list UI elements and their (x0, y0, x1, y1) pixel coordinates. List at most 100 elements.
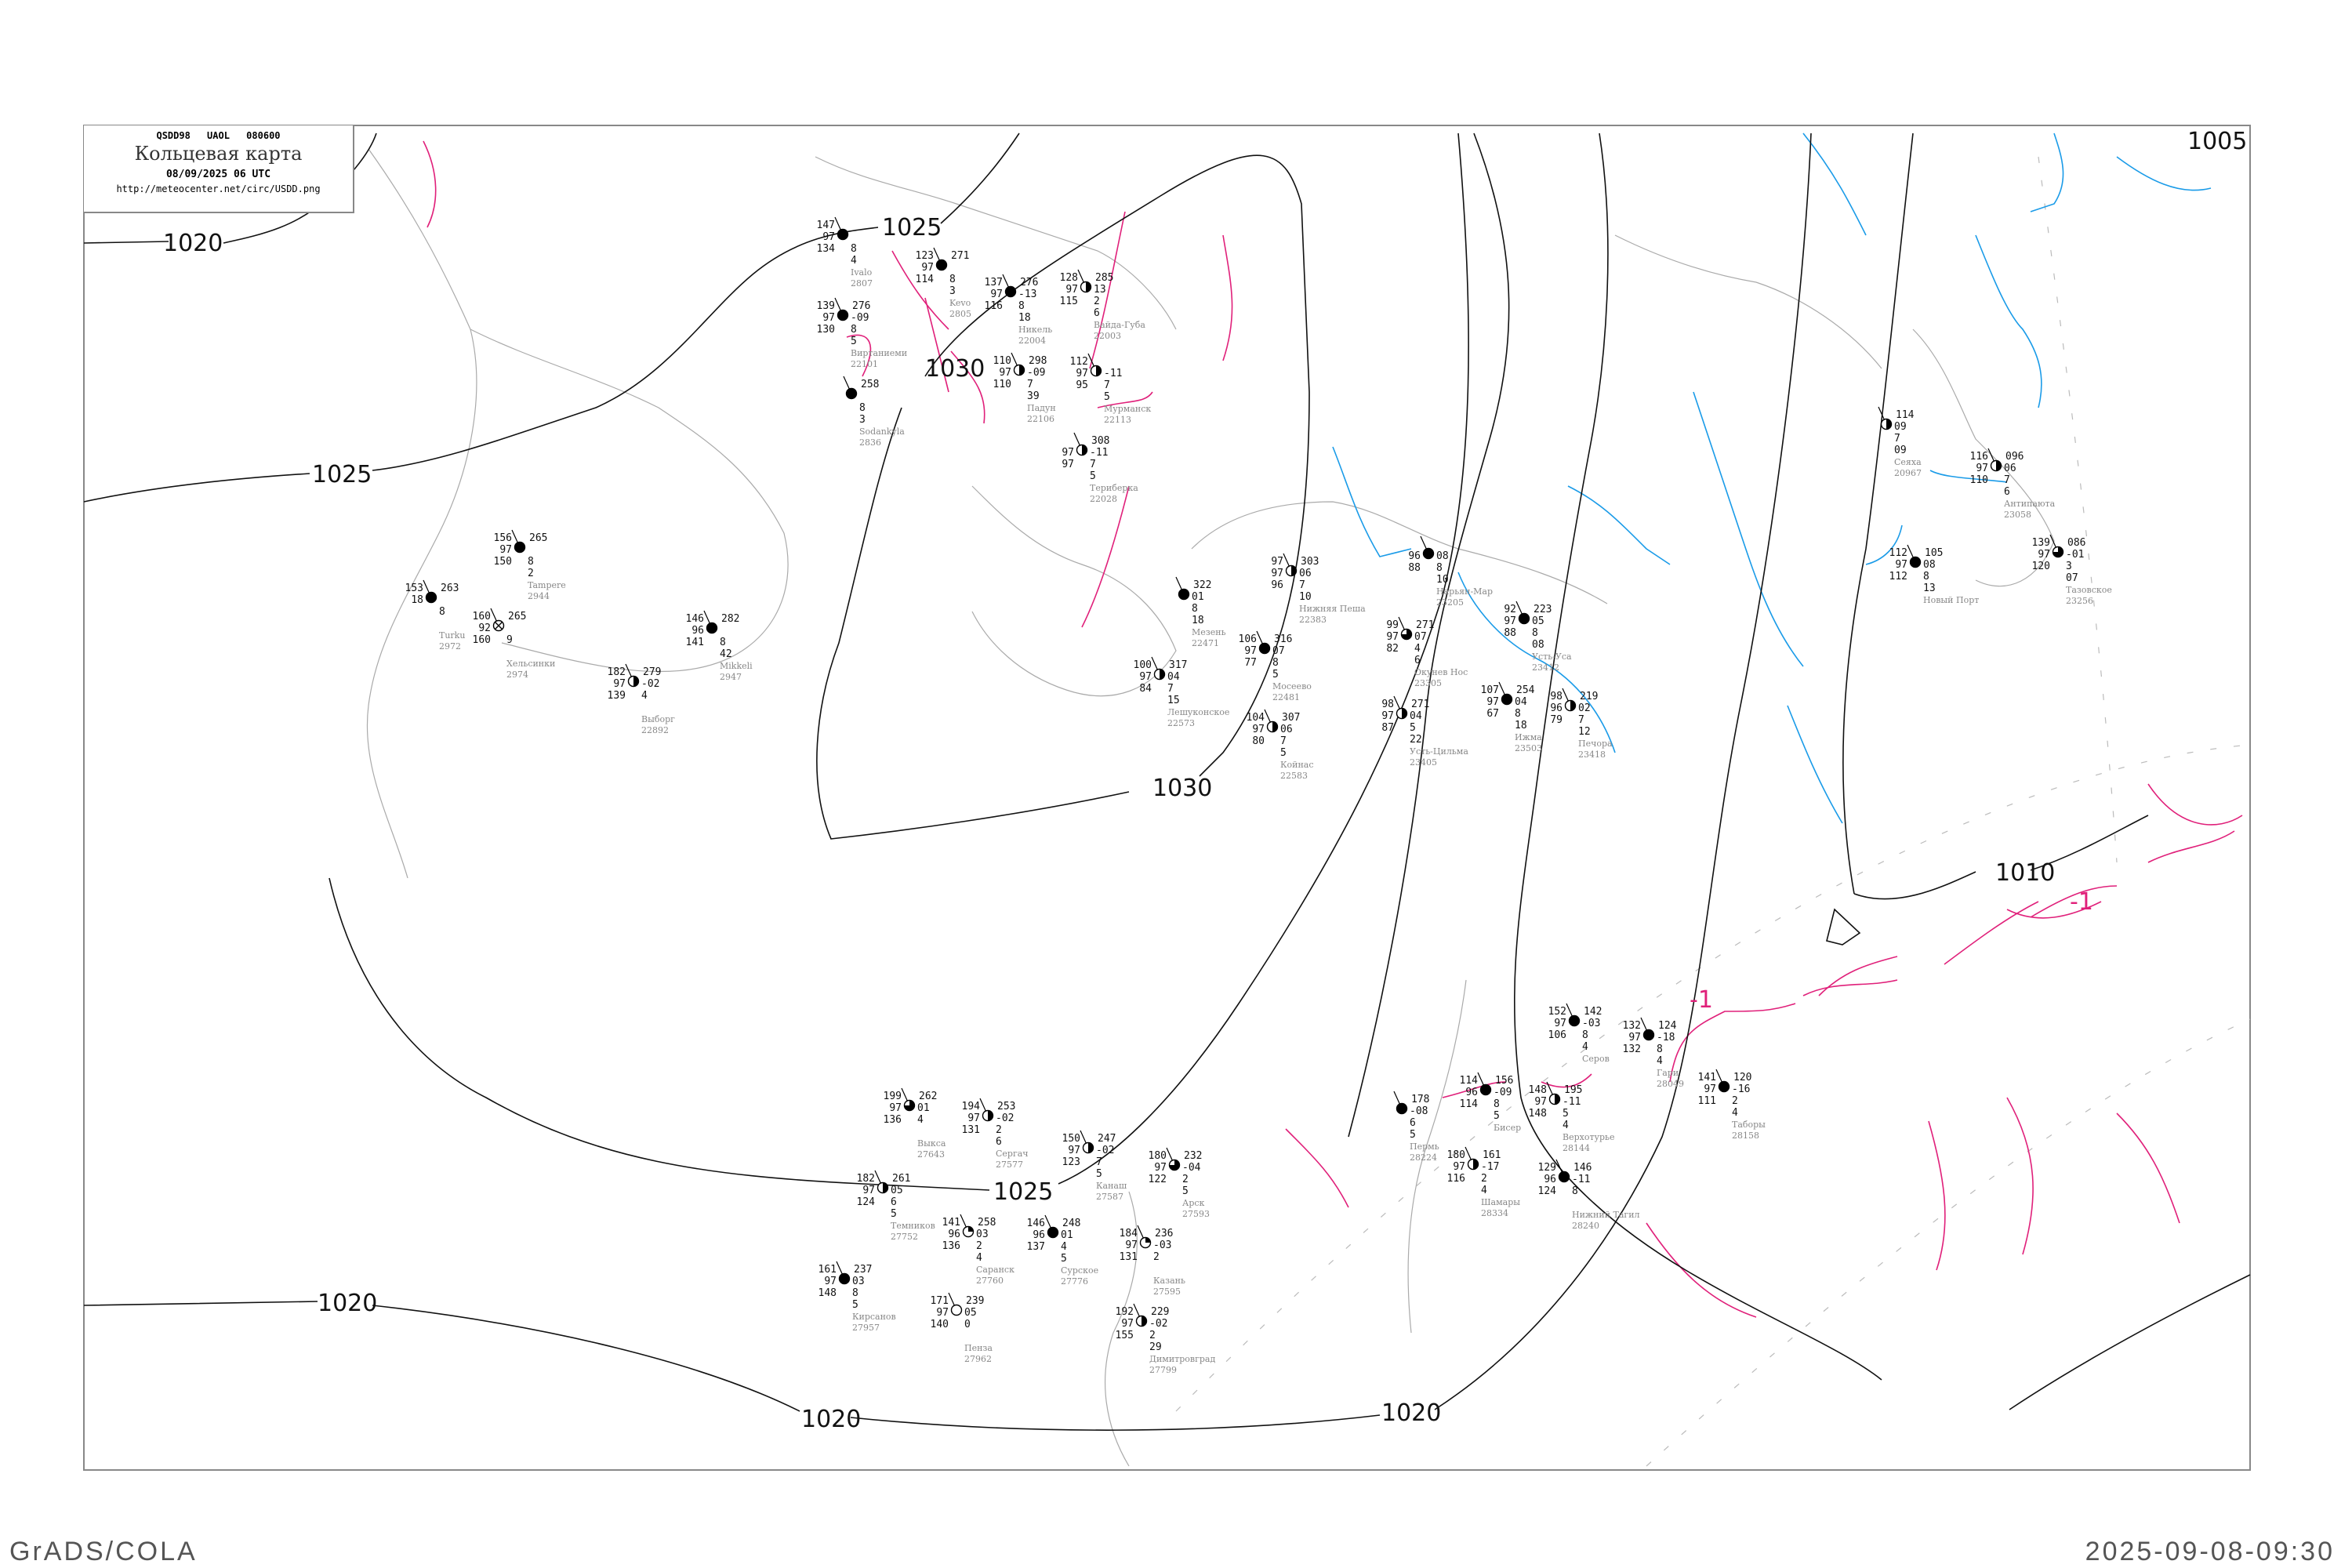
station-name: Димитровград (1149, 1354, 1215, 1364)
station-tendency: 06 (2004, 463, 2016, 474)
station-temperature: 114 (1460, 1075, 1479, 1087)
station-id: 2974 (506, 670, 528, 680)
station-id: 2972 (439, 641, 461, 652)
station-pressure: 265 (508, 611, 526, 622)
station-name: Кирсанов (852, 1312, 896, 1322)
station-id: 27595 (1153, 1287, 1181, 1297)
cloud-cover-half-icon (1086, 281, 1091, 292)
station-id: 22892 (641, 725, 669, 735)
station-dewpoint: 97 (822, 312, 835, 324)
station-temperature: 160 (473, 611, 491, 622)
station-cloud-amount: 6 (1410, 1117, 1416, 1129)
station-cloud-amount: 8 (949, 274, 956, 285)
station-name: Темников (891, 1221, 935, 1231)
station-id: 23405 (1410, 757, 1437, 768)
cloud-cover-half-icon (1142, 1316, 1147, 1327)
station-temperature: 148 (1529, 1084, 1547, 1096)
station-visibility: 130 (817, 324, 835, 336)
station-cloud-height: 13 (1923, 583, 1936, 594)
station-temperature: 141 (942, 1217, 960, 1229)
station-dewpoint: 97 (1534, 1096, 1547, 1108)
station-cloud-height: 4 (976, 1252, 982, 1264)
station-temperature: 98 (1550, 691, 1563, 702)
station-temperature: 129 (1538, 1162, 1556, 1174)
station-pressure: 086 (2067, 537, 2085, 549)
station-cloud-height: 22 (1410, 734, 1422, 746)
station-temperature: 192 (1116, 1306, 1134, 1318)
station-cloud-amount: 2 (1182, 1174, 1189, 1185)
station-temperature: 139 (817, 300, 835, 312)
station-dewpoint: 97 (1062, 447, 1074, 459)
station-dewpoint: 97 (1252, 724, 1265, 735)
station-tendency: -01 (2066, 549, 2084, 561)
cloud-cover-icon (706, 622, 718, 634)
station-pressure: 271 (951, 250, 969, 262)
cloud-cover-half-icon (1402, 708, 1407, 719)
cloud-cover-icon (1047, 1226, 1059, 1239)
station-dewpoint: 97 (824, 1276, 837, 1287)
cloud-cover-icon (1642, 1029, 1655, 1041)
station-name: Бисер (1494, 1123, 1521, 1133)
station-name: Мурманск (1104, 404, 1151, 414)
station-pressure: 276 (852, 300, 870, 312)
station-cloud-amount: 8 (439, 606, 445, 618)
cloud-cover-half-icon (1082, 445, 1087, 456)
station-pressure: 236 (1155, 1228, 1173, 1240)
station-visibility: 110 (993, 379, 1011, 390)
cloud-cover-half-icon (1019, 365, 1025, 376)
station-visibility: 97 (1062, 459, 1074, 470)
isobar-label: 1020 (318, 1290, 377, 1317)
station-visibility: 77 (1244, 657, 1257, 669)
station-id: 27799 (1149, 1365, 1177, 1375)
station-dewpoint: 97 (2038, 549, 2050, 561)
cloud-cover-half-icon (1291, 565, 1297, 576)
station-cloud-height: 29 (1149, 1341, 1162, 1353)
cloud-cover-icon (837, 228, 849, 241)
station-visibility: 148 (1529, 1108, 1547, 1120)
station-tendency: 03 (852, 1276, 865, 1287)
cloud-cover-half-icon (1886, 419, 1892, 430)
station-name: Нарьян-Мар (1436, 586, 1493, 597)
station-dewpoint: 97 (1381, 710, 1394, 722)
station-name: Тазовское (2066, 585, 2112, 595)
station-id: 23418 (1578, 750, 1606, 760)
station-id: 2944 (528, 591, 550, 601)
station-pressure: 253 (997, 1101, 1015, 1112)
station-cloud-height: 08 (1532, 639, 1544, 651)
station-cloud-height: 6 (996, 1136, 1002, 1148)
station-cloud-amount: 8 (1494, 1098, 1500, 1110)
station-cloud-height: 5 (1410, 1129, 1416, 1141)
station-visibility: 116 (985, 300, 1003, 312)
station-cloud-amount: 2 (1732, 1095, 1738, 1107)
station-dewpoint: 97 (1121, 1318, 1134, 1330)
station-cloud-amount: 8 (528, 556, 534, 568)
station-tendency: -09 (1494, 1087, 1512, 1098)
station-cloud-height: 5 (1182, 1185, 1189, 1197)
station-temperature: 199 (884, 1091, 902, 1102)
cloud-cover-icon (837, 309, 849, 321)
station-temperature: 107 (1481, 684, 1499, 696)
station-id: 23412 (1532, 662, 1559, 673)
station-cloud-amount: 4 (641, 690, 648, 702)
station-tendency: 04 (1167, 671, 1180, 683)
cloud-cover-icon (1558, 1171, 1570, 1183)
isobar-label: 1010 (1995, 859, 2055, 887)
station-visibility: 88 (1504, 627, 1516, 639)
rivers (1332, 132, 2212, 824)
station-pressure: 298 (1029, 355, 1047, 367)
station-cloud-height: 18 (1515, 720, 1527, 731)
station-temperature: 110 (993, 355, 1011, 367)
station-pressure: 307 (1282, 712, 1300, 724)
cloud-cover-three-quarter-icon (2053, 546, 2063, 557)
